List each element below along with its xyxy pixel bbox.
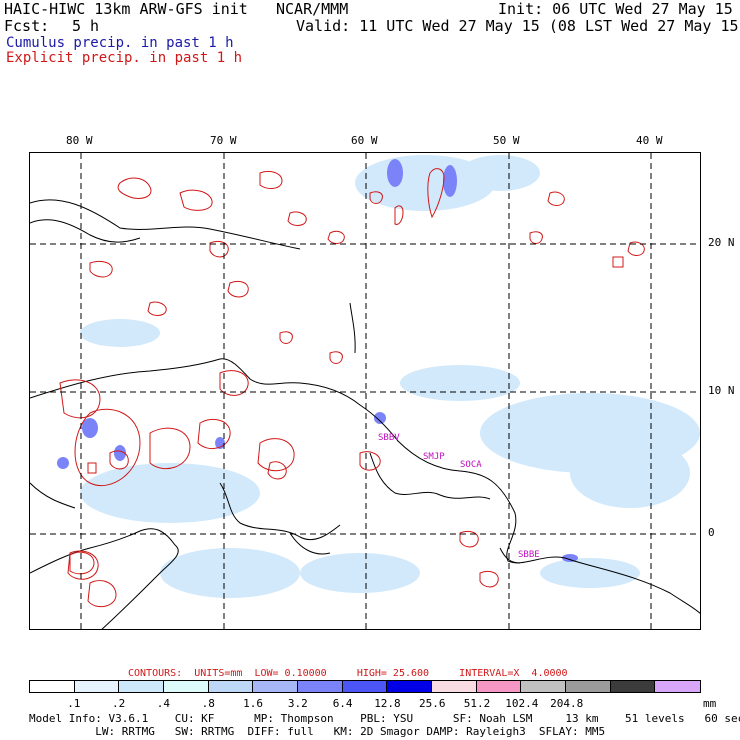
colorbar-swatch bbox=[476, 681, 522, 692]
colorbar-tick-label: 102.4 bbox=[505, 697, 539, 710]
colorbar-units: mm bbox=[703, 697, 717, 710]
contours-high: HIGH= 25.600 bbox=[356, 668, 430, 679]
colorbar-tick-label: .2 bbox=[112, 697, 126, 710]
colorbar-tick-label: 25.6 bbox=[419, 697, 446, 710]
colorbar-swatch bbox=[253, 681, 299, 692]
cumulus-legend: Cumulus precip. in past 1 h bbox=[6, 35, 234, 51]
model-title: HAIC-HIWC 13km ARW-GFS init bbox=[4, 0, 248, 18]
colorbar-swatch bbox=[521, 681, 567, 692]
init-time: Init: 06 UTC Wed 27 May 15 bbox=[498, 0, 733, 18]
colorbar-swatch bbox=[432, 681, 477, 692]
station-soca: SOCA bbox=[460, 460, 482, 470]
colorbar-tick-label: 51.2 bbox=[463, 697, 491, 710]
lon-label-80w: 80 W bbox=[66, 134, 93, 147]
colorbar-swatch bbox=[74, 681, 120, 692]
cumulus-precip-heavy bbox=[57, 159, 578, 562]
colorbar-tick-label: .4 bbox=[156, 697, 171, 710]
coastlines bbox=[30, 199, 700, 629]
station-sbbv: SBBV bbox=[378, 433, 400, 443]
contours-label: CONTOURS: bbox=[128, 668, 183, 679]
explicit-legend: Explicit precip. in past 1 h bbox=[6, 50, 243, 66]
station-labels: SBBV SMJP SOCA SBBE bbox=[378, 433, 540, 560]
colorbar-tick-label: .8 bbox=[201, 697, 215, 710]
valid-time: Valid: 11 UTC Wed 27 May 15 (08 LST Wed … bbox=[296, 17, 740, 35]
station-sbbe: SBBE bbox=[518, 550, 540, 560]
colorbar-swatch bbox=[387, 681, 433, 692]
contours-low: LOW= 0.10000 bbox=[254, 668, 327, 679]
lat-label-10n: 10 N bbox=[708, 384, 735, 397]
colorbar-tick-label: 204.8 bbox=[550, 697, 584, 710]
colorbar-tick-label: 6.4 bbox=[332, 697, 353, 710]
cumulus-precip-patches bbox=[80, 155, 700, 598]
lon-label-50w: 50 W bbox=[493, 134, 520, 147]
colorbar-tick-label: .1 bbox=[67, 697, 81, 710]
lon-label-40w: 40 W bbox=[636, 134, 663, 147]
colorbar-swatch bbox=[298, 681, 343, 692]
colorbar-swatch bbox=[342, 681, 388, 692]
map-canvas: SBBV SMJP SOCA SBBE bbox=[30, 153, 700, 629]
colorbar-swatch bbox=[566, 681, 611, 692]
colorbar-swatch bbox=[164, 681, 209, 692]
org-label: NCAR/MMM bbox=[276, 0, 349, 18]
contour-info: CONTOURS: UNITS=mm LOW= 0.10000 HIGH= 25… bbox=[128, 668, 568, 679]
contours-interval: INTERVAL=X 4.0000 bbox=[459, 668, 568, 679]
colorbar-swatch bbox=[655, 681, 701, 692]
station-smjp: SMJP bbox=[423, 452, 445, 462]
colorbar-swatch bbox=[610, 681, 656, 692]
lon-label-60w: 60 W bbox=[351, 134, 378, 147]
lat-label-0: 0 bbox=[708, 526, 715, 539]
colorbar-swatch bbox=[119, 681, 165, 692]
fcst-label: Fcst: bbox=[4, 17, 50, 35]
contours-units: UNITS=mm bbox=[194, 668, 243, 679]
model-info-line2: LW: RRTMG SW: RRTMG DIFF: full KM: 2D Sm… bbox=[29, 725, 606, 738]
colorbar-swatch bbox=[208, 681, 254, 692]
colorbar-tick-label: 12.8 bbox=[374, 697, 401, 710]
precip-map: SBBV SMJP SOCA SBBE bbox=[29, 152, 701, 630]
lat-lon-grid bbox=[30, 153, 700, 629]
colorbar-tick-label: 3.2 bbox=[287, 697, 308, 710]
model-info-line1: Model Info: V3.6.1 CU: KF MP: Thompson P… bbox=[29, 712, 740, 725]
colorbar-swatch bbox=[30, 681, 75, 692]
lat-label-20n: 20 N bbox=[708, 236, 735, 249]
precip-colorbar bbox=[29, 680, 701, 693]
colorbar-tick-label: 1.6 bbox=[243, 697, 263, 710]
explicit-precip-contours bbox=[59, 168, 645, 608]
fcst-value: 5 h bbox=[72, 17, 100, 35]
lon-label-70w: 70 W bbox=[210, 134, 237, 147]
